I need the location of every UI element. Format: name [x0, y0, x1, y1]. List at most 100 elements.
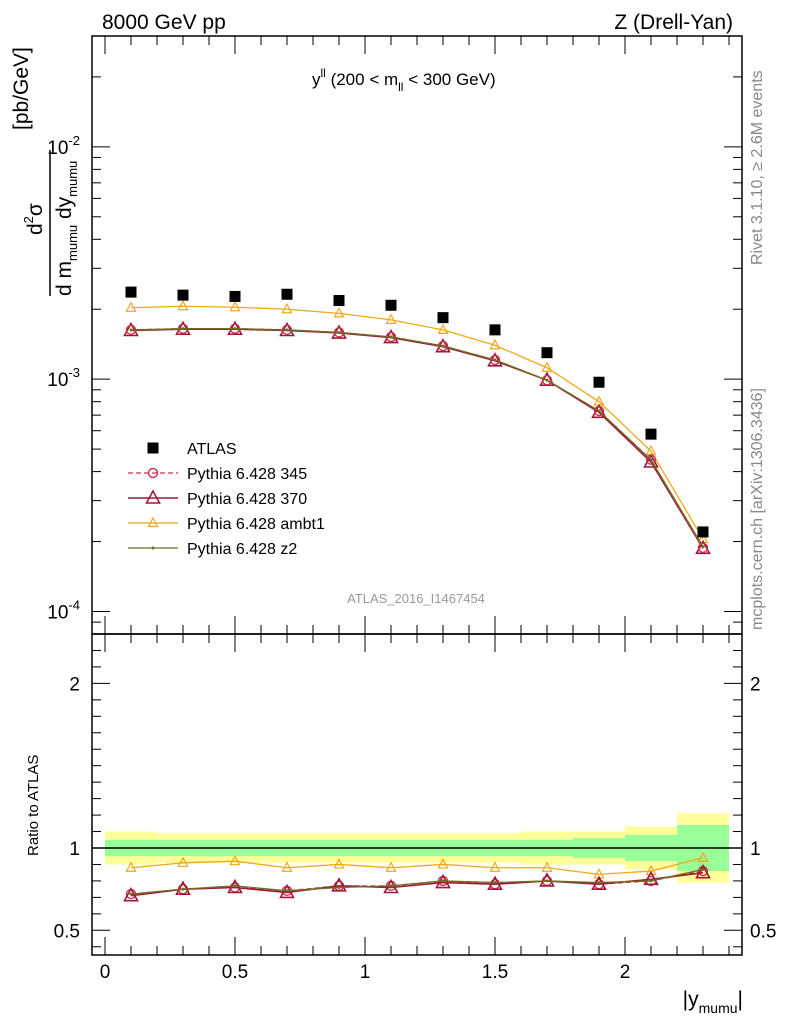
data-point	[649, 458, 653, 462]
plot-title-main: y	[312, 70, 321, 89]
x-axis-label: |ymumu|	[683, 988, 743, 1016]
data-point	[129, 328, 133, 332]
legend-label: Pythia 6.428 345	[187, 466, 307, 483]
ylabel-denominator: d mmumu dymumu	[53, 161, 80, 296]
data-point	[385, 313, 397, 324]
series-line-1	[130, 327, 704, 549]
data-point	[591, 403, 607, 419]
data-point	[597, 409, 601, 413]
data-point	[593, 376, 605, 388]
ratio-point	[285, 889, 289, 893]
ratio-ylabel: Ratio to ATLAS	[25, 755, 42, 856]
data-point	[643, 453, 659, 468]
data-point	[487, 352, 503, 367]
data-point	[229, 290, 241, 302]
data-point	[541, 347, 553, 359]
ratio-point	[331, 877, 347, 892]
ratio-point	[177, 856, 189, 867]
data-point	[489, 354, 501, 366]
ratio-point	[389, 884, 393, 888]
ratio-y-tick-label: 2	[69, 674, 80, 695]
ratio-point	[545, 879, 549, 883]
data-point	[125, 286, 137, 298]
x-tick-label: 1	[360, 962, 371, 983]
legend-label: Pythia 6.428 370	[187, 491, 307, 508]
ratio-point	[181, 887, 185, 891]
data-point	[489, 338, 501, 350]
ratio-point	[695, 864, 711, 879]
data-point	[233, 327, 237, 331]
data-point	[385, 299, 397, 311]
legend-label: Pythia 6.428 z2	[187, 541, 297, 558]
data-point	[545, 378, 549, 382]
ratio-point	[175, 880, 191, 895]
ratio-point	[489, 861, 501, 872]
ratio-y-tick-label-right: 2	[750, 674, 761, 695]
legend-marker	[151, 546, 155, 550]
header-left: 8000 GeV pp	[102, 11, 226, 34]
y-tick-label: 10-4	[47, 597, 80, 623]
data-point	[645, 454, 657, 465]
legend-label: Pythia 6.428 ambt1	[187, 516, 325, 533]
data-point	[437, 340, 449, 352]
ratio-point	[281, 861, 293, 872]
ratio-point	[441, 879, 445, 883]
ratio-point	[437, 858, 449, 869]
ratio-y-tick-label-right: 0.5	[750, 921, 776, 942]
plot-title: yll (200 < mll < 300 GeV)	[312, 66, 496, 94]
ratio-point	[649, 879, 653, 883]
ratio-point	[123, 887, 139, 902]
ratio-y-tick-label-right: 1	[750, 839, 761, 860]
ratio-point	[279, 883, 295, 899]
x-tick-label: 0.5	[222, 962, 248, 983]
data-point	[337, 330, 341, 334]
y-tick-label: 10-3	[47, 365, 80, 391]
x-tick-label: 0	[100, 962, 111, 983]
data-point	[437, 323, 449, 334]
ratio-point	[645, 864, 657, 876]
data-point	[281, 288, 293, 300]
ratio-point	[597, 881, 601, 885]
series-line-4	[130, 327, 704, 548]
data-point	[281, 302, 293, 314]
ratio-point	[487, 875, 503, 891]
data-point	[177, 299, 189, 311]
legend-label: ATLAS	[187, 441, 237, 458]
legend-marker	[147, 442, 159, 454]
main-ylabel: d2σ d mmumu dymumu [pb/GeV]	[10, 47, 80, 296]
data-point	[437, 312, 449, 324]
data-point	[489, 324, 501, 336]
ratio-point	[125, 861, 137, 872]
header-right: Z (Drell-Yan)	[614, 11, 733, 34]
ratio-panel: 0 0.5 1 1.5 2 0.5 0.5 1 1 2 2	[54, 633, 776, 983]
plot-title-post: < 300 GeV)	[403, 70, 495, 89]
data-point	[701, 545, 705, 549]
ratio-point	[129, 892, 133, 896]
ratio-line-4	[130, 868, 704, 895]
rivet-label: Rivet 3.1.10, ≥ 2.6M events	[749, 70, 766, 265]
data-point	[541, 361, 553, 372]
ratio-point	[541, 861, 553, 872]
x-tick-label: 1.5	[482, 962, 508, 983]
plot-title-sub: ll	[398, 80, 403, 94]
ratio-point	[333, 858, 345, 869]
data-point	[645, 428, 657, 440]
legend-marker	[147, 516, 159, 528]
ratio-line-2	[130, 871, 704, 897]
ratio-point	[233, 884, 237, 888]
data-point	[493, 358, 497, 362]
ratio-line-3	[130, 857, 704, 875]
analysis-watermark: ATLAS_2016_I1467454	[347, 591, 485, 606]
data-point	[333, 307, 345, 318]
ylabel-unit: [pb/GeV]	[10, 47, 33, 130]
ylabel-numerator: d2σ	[21, 203, 47, 235]
plot-title-sup: ll	[321, 66, 326, 80]
data-point	[695, 539, 711, 555]
main-panel: 10-4 10-3 10-2 ATLAS Pythia 6.428 345 Pythia …	[47, 35, 743, 635]
data-point	[333, 295, 345, 307]
data-point	[697, 542, 709, 553]
ratio-point	[591, 875, 607, 891]
mcplots-label: mcplots.cern.ch [arXiv:1306.3436]	[749, 388, 766, 630]
ratio-frame	[91, 633, 743, 956]
